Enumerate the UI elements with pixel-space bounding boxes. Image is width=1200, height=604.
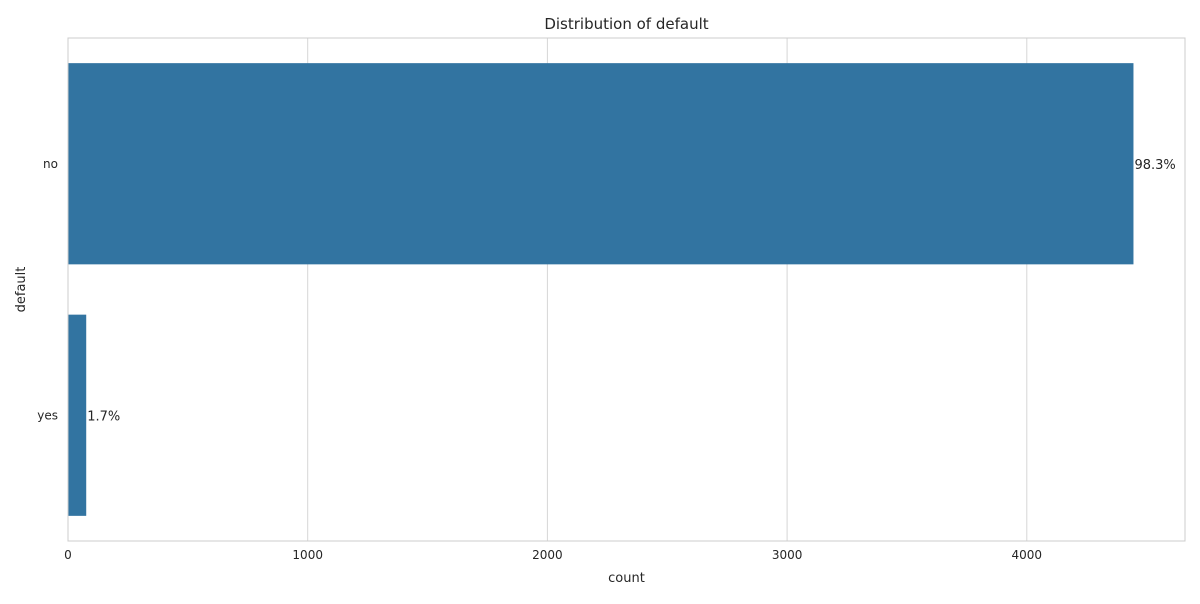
- bar-no: [68, 63, 1134, 265]
- bar-layer: [68, 63, 1134, 516]
- x-tick-label: 4000: [1012, 548, 1043, 562]
- chart-title: Distribution of default: [544, 15, 708, 33]
- x-tick-label: 1000: [292, 548, 323, 562]
- data-label-yes: 1.7%: [87, 409, 120, 424]
- y-tick-label: yes: [37, 408, 58, 422]
- x-tick-label: 3000: [772, 548, 803, 562]
- data-label-no: 98.3%: [1134, 158, 1175, 173]
- bar-yes: [68, 314, 87, 516]
- plot-frame: [67, 37, 1186, 542]
- y-axis-label: default: [14, 267, 29, 313]
- y-tick-label: no: [43, 157, 58, 171]
- label-layer: 0 1000 2000 3000 4000 no 98.3% yes 1.7%: [37, 157, 1176, 562]
- x-tick-label: 0: [64, 548, 72, 562]
- x-axis-label: count: [608, 571, 645, 586]
- x-tick-label: 2000: [532, 548, 563, 562]
